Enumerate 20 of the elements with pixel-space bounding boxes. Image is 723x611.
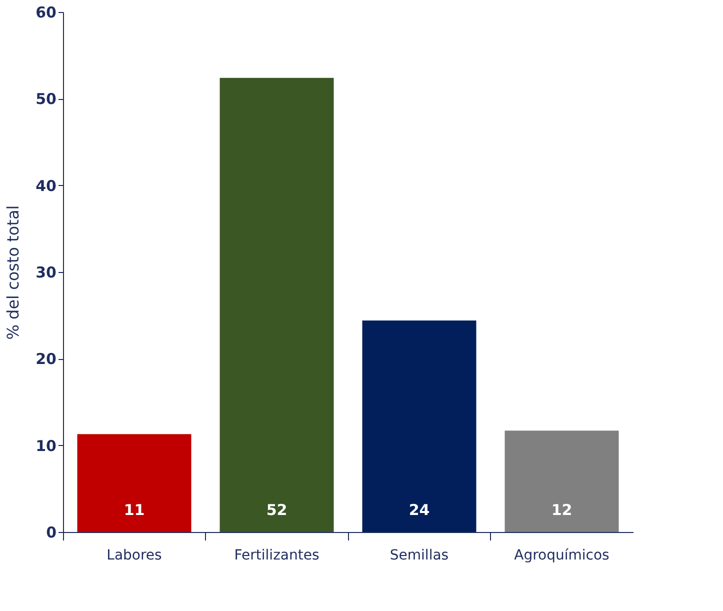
y-tick-label: 0 <box>46 524 56 542</box>
bar <box>504 430 619 532</box>
x-tick-label: Agroquímicos <box>514 548 610 564</box>
y-tick-label: 50 <box>36 90 56 108</box>
y-tick-label: 40 <box>36 176 56 195</box>
data-label: 52 <box>266 501 288 519</box>
y-tick-label: 20 <box>36 350 56 368</box>
bar <box>220 78 334 532</box>
y-axis-title: % del costo total <box>4 205 23 340</box>
y-tick-label: 30 <box>36 264 56 282</box>
data-label: 11 <box>124 501 145 519</box>
y-tick-label: 10 <box>36 436 56 455</box>
bar <box>362 320 476 532</box>
x-tick-label: Fertilizantes <box>234 548 320 564</box>
x-tick-label: Semillas <box>390 548 449 564</box>
data-label: 12 <box>551 501 572 519</box>
data-label: 24 <box>408 501 430 519</box>
bar <box>77 434 192 532</box>
y-tick-label: 60 <box>36 4 56 22</box>
x-tick-label: Labores <box>106 548 162 564</box>
